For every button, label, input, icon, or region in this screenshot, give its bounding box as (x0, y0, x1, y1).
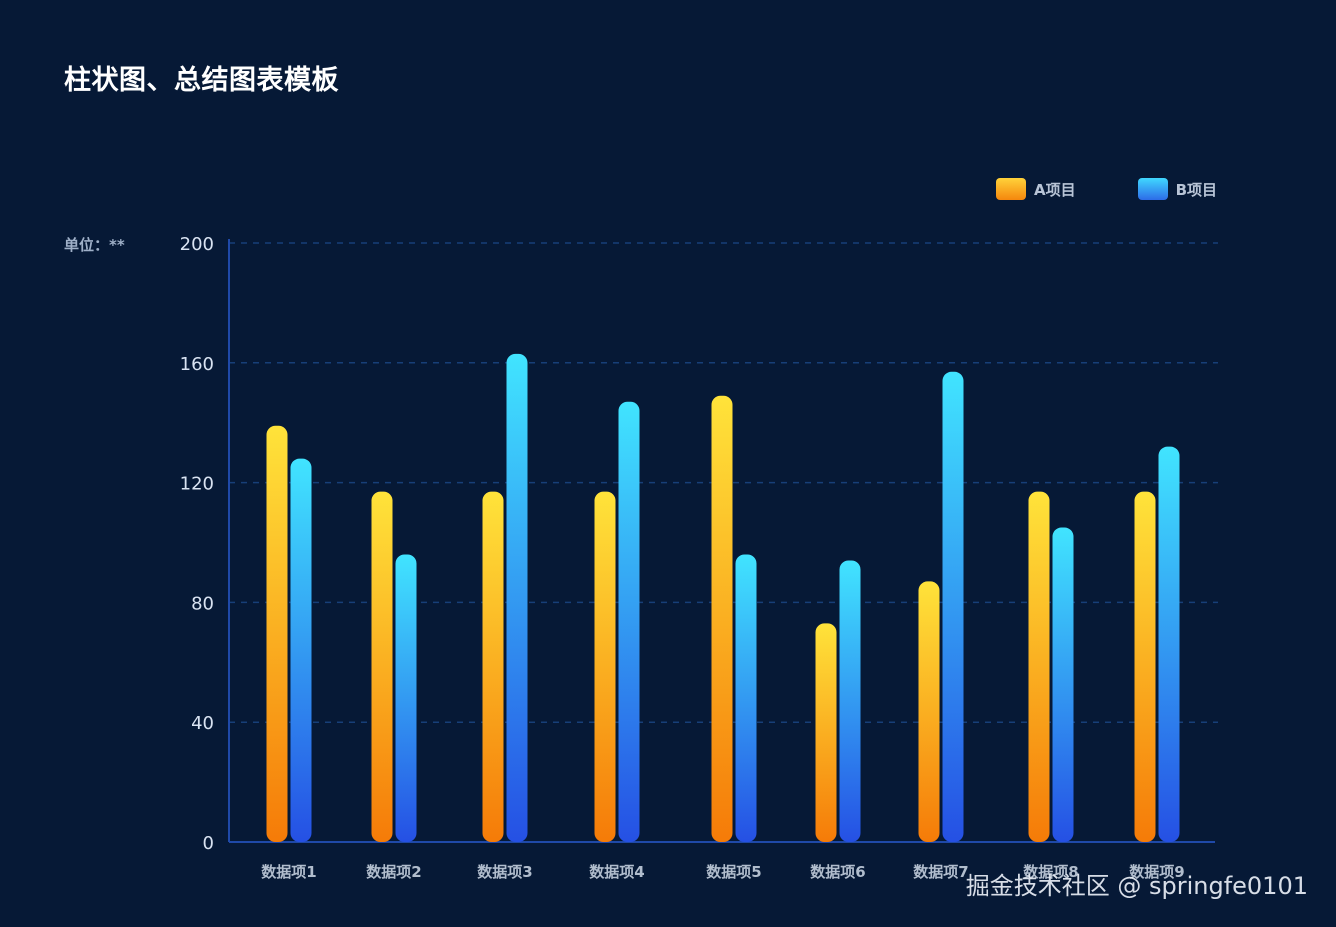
bar-b-2[interactable] (395, 554, 417, 842)
bar-b-3[interactable] (506, 353, 528, 842)
x-category-label: 数据项4 (589, 863, 644, 881)
chart-title: 柱状图、总结图表模板 (64, 65, 339, 96)
bar-a-4[interactable] (594, 491, 616, 842)
bar-a-5[interactable] (711, 395, 733, 842)
y-tick-label: 40 (191, 713, 214, 734)
bar-a-6[interactable] (815, 623, 837, 842)
legend-label-a: A项目 (1034, 180, 1076, 199)
bar-a-3[interactable] (482, 491, 504, 842)
y-tick-label: 200 (180, 234, 214, 255)
x-category-label: 数据项8 (1023, 863, 1078, 881)
x-category-label: 数据项3 (477, 863, 532, 881)
legend-item-a[interactable]: A项目 (996, 178, 1076, 200)
bar-b-4[interactable] (618, 401, 640, 842)
legend-item-b[interactable]: B项目 (1137, 178, 1218, 200)
watermark: 掘金技术社区 @ springfe0101 (965, 872, 1308, 900)
x-category-label: 数据项7 (913, 863, 968, 881)
legend-swatch-b (1137, 178, 1168, 200)
x-category-label: 数据项2 (366, 863, 421, 881)
bar-a-8[interactable] (1028, 491, 1050, 842)
legend: A项目 B项目 (996, 178, 1217, 200)
legend-swatch-a (996, 178, 1026, 200)
y-tick-label: 160 (180, 354, 214, 375)
x-category-label: 数据项5 (706, 863, 761, 881)
axis-labels: 0 40 80 120 160 200 数据项1 数据项2 数据项3 数据项4 数据项5 数据项6 数据… (180, 234, 1185, 881)
x-category-label: 数据项9 (1129, 863, 1184, 881)
y-tick-label: 120 (180, 474, 214, 495)
bar-b-5[interactable] (735, 554, 757, 842)
x-category-label: 数据项6 (810, 863, 865, 881)
bars (266, 353, 1180, 842)
unit-label: 单位：** (64, 236, 125, 254)
y-tick-label: 80 (191, 593, 214, 614)
bar-b-9[interactable] (1158, 446, 1180, 842)
bar-b-7[interactable] (942, 371, 964, 842)
x-category-label: 数据项1 (261, 863, 316, 881)
bar-b-6[interactable] (839, 560, 861, 842)
bar-a-9[interactable] (1134, 491, 1156, 842)
y-tick-label: 0 (203, 833, 214, 854)
bar-a-1[interactable] (266, 425, 288, 842)
bar-b-8[interactable] (1052, 527, 1074, 842)
legend-label-b: B项目 (1175, 180, 1218, 199)
bar-a-2[interactable] (371, 491, 393, 842)
bar-b-1[interactable] (290, 458, 312, 842)
bar-a-7[interactable] (918, 581, 940, 842)
